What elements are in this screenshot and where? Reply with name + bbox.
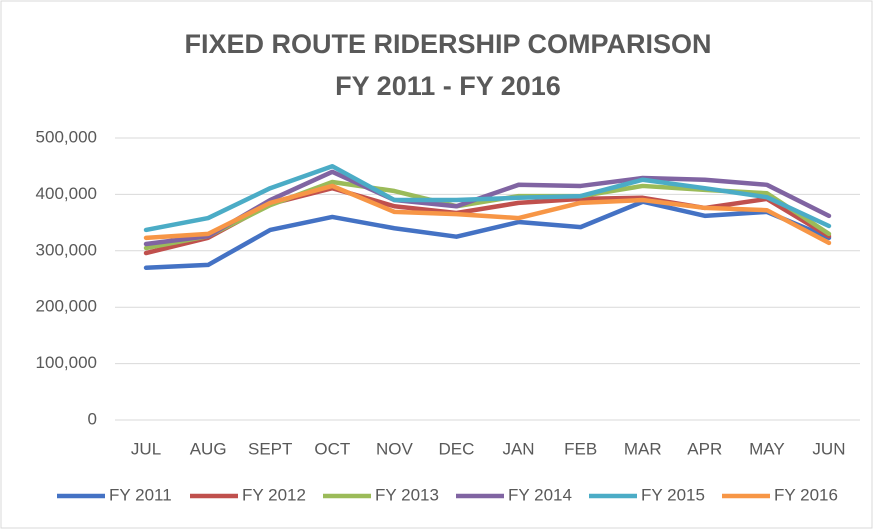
x-tick-label: AUG (190, 439, 227, 458)
legend-label: FY 2015 (641, 485, 705, 504)
x-tick-label: JAN (502, 439, 534, 458)
legend-label: FY 2013 (375, 485, 439, 504)
y-tick-label: 400,000 (36, 184, 97, 203)
x-tick-label: JUL (131, 439, 161, 458)
x-tick-label: OCT (314, 439, 350, 458)
x-tick-label: APR (687, 439, 722, 458)
series-line (143, 163, 832, 233)
x-tick-label: MAY (749, 439, 785, 458)
x-tick-label: JUN (812, 439, 845, 458)
x-tick-label: MAR (624, 439, 662, 458)
y-tick-label: 300,000 (36, 240, 97, 259)
series-line (143, 183, 832, 246)
x-tick-label: SEPT (248, 439, 292, 458)
y-tick-label: 0 (88, 409, 97, 428)
legend-label: FY 2014 (508, 485, 572, 504)
y-tick-label: 500,000 (36, 127, 97, 146)
x-tick-label: NOV (376, 439, 414, 458)
x-tick-label: DEC (439, 439, 475, 458)
y-tick-label: 100,000 (36, 353, 97, 372)
x-tick-label: FEB (564, 439, 597, 458)
series-line (143, 199, 832, 270)
chart-title: FY 2011 - FY 2016 (335, 71, 561, 101)
legend-label: FY 2012 (242, 485, 306, 504)
y-tick-label: 200,000 (36, 297, 97, 316)
legend-label: FY 2016 (774, 485, 838, 504)
legend-label: FY 2011 (109, 485, 172, 504)
chart-title: FIXED ROUTE RIDERSHIP COMPARISON (184, 29, 711, 59)
